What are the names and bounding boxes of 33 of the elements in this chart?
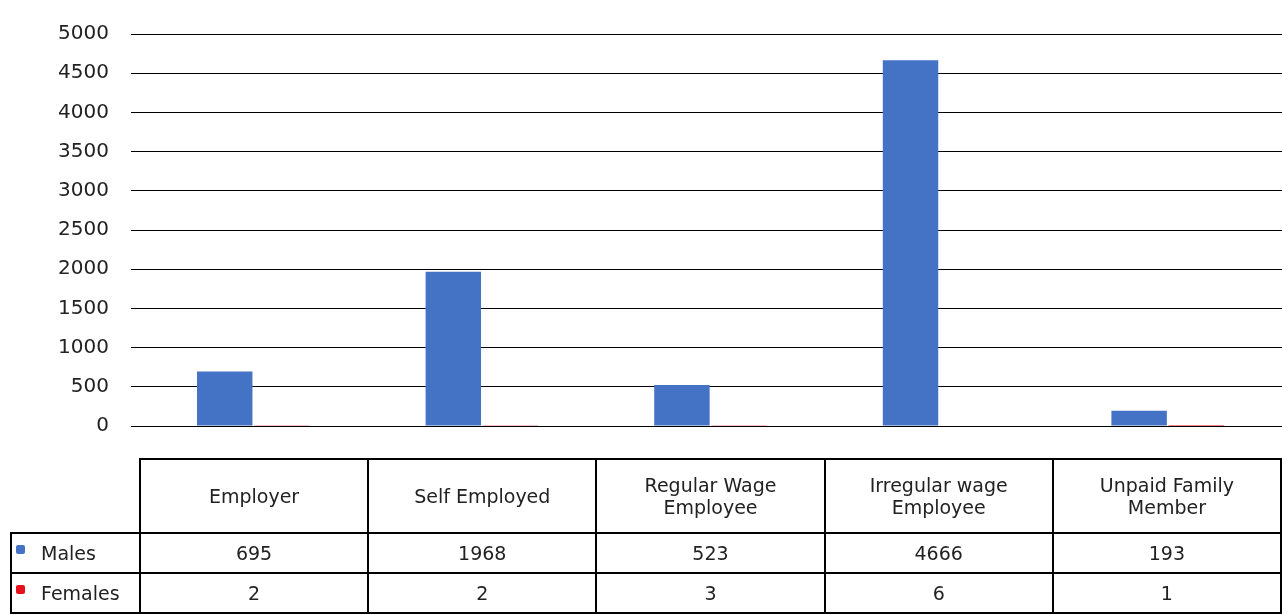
y-tick-label: 3000 [58,177,109,201]
x-tick-label: Irregular wage Employee [824,459,1053,533]
data-label: 1968 [368,533,597,573]
data-label: 695 [139,533,369,573]
data-label: 1 [1052,573,1281,613]
legend-label: Females [11,573,140,613]
x-tick-label: Regular Wage Employee [596,459,825,533]
x-tick-label: Employer [139,459,369,533]
bar [1111,410,1167,426]
y-tick-label: 5000 [58,20,109,45]
data-label: 4666 [824,533,1053,573]
bar [425,271,482,426]
bar [654,385,710,426]
x-tick-label: Self Employed [368,459,597,533]
data-label: 523 [596,533,825,573]
bar [197,371,253,426]
y-tick-label: 1500 [58,294,109,319]
data-label: 6 [824,573,1053,613]
x-tick-label: Unpaid Family Member [1052,459,1281,533]
data-label: 193 [1052,533,1281,573]
y-tick-label: 0 [96,412,109,437]
data-label: 2 [139,573,369,613]
y-tick-label: 1000 [58,333,109,358]
y-tick-label: 2500 [58,216,109,241]
data-label: 3 [596,573,825,613]
legend-label: Males [11,533,140,573]
y-tick-label: 2000 [58,255,109,280]
bar [882,60,939,426]
data-label: 2 [368,573,597,613]
y-tick-label: 4500 [58,59,109,84]
y-tick-label: 4000 [58,98,109,123]
y-tick-label: 500 [70,373,109,397]
y-tick-label: 3500 [58,137,109,162]
